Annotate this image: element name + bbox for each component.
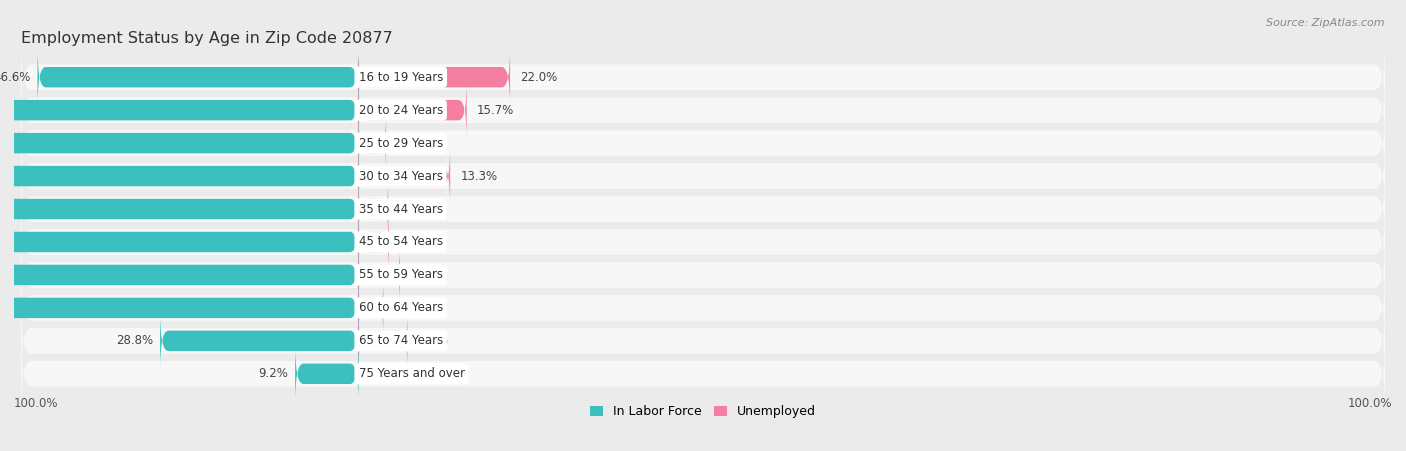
Text: 6.0%: 6.0% <box>411 268 440 281</box>
FancyBboxPatch shape <box>359 246 399 304</box>
FancyBboxPatch shape <box>359 312 408 370</box>
Legend: In Labor Force, Unemployed: In Labor Force, Unemployed <box>591 405 815 418</box>
FancyBboxPatch shape <box>38 48 359 106</box>
Text: 100.0%: 100.0% <box>1347 397 1392 410</box>
Text: 100.0%: 100.0% <box>14 397 59 410</box>
FancyBboxPatch shape <box>0 213 359 272</box>
Text: 45 to 54 Years: 45 to 54 Years <box>359 235 443 249</box>
FancyBboxPatch shape <box>21 337 1385 410</box>
Text: 16 to 19 Years: 16 to 19 Years <box>359 71 443 84</box>
FancyBboxPatch shape <box>160 312 359 370</box>
Text: 65 to 74 Years: 65 to 74 Years <box>359 334 443 347</box>
FancyBboxPatch shape <box>359 81 467 139</box>
Text: 4.0%: 4.0% <box>396 137 426 150</box>
Text: 28.8%: 28.8% <box>117 334 153 347</box>
Text: 55 to 59 Years: 55 to 59 Years <box>359 268 443 281</box>
Text: 4.3%: 4.3% <box>398 202 429 216</box>
FancyBboxPatch shape <box>0 147 359 205</box>
FancyBboxPatch shape <box>21 106 1385 179</box>
Text: 20 to 24 Years: 20 to 24 Years <box>359 104 443 117</box>
Text: Employment Status by Age in Zip Code 20877: Employment Status by Age in Zip Code 208… <box>21 31 392 46</box>
FancyBboxPatch shape <box>359 279 384 337</box>
Text: 35 to 44 Years: 35 to 44 Years <box>359 202 443 216</box>
FancyBboxPatch shape <box>0 179 359 238</box>
Text: 60 to 64 Years: 60 to 64 Years <box>359 301 443 314</box>
Text: 13.3%: 13.3% <box>461 170 498 183</box>
Text: 30 to 34 Years: 30 to 34 Years <box>359 170 443 183</box>
Text: 15.7%: 15.7% <box>477 104 515 117</box>
Text: 75 Years and over: 75 Years and over <box>359 367 464 380</box>
FancyBboxPatch shape <box>359 48 510 106</box>
Text: 4.4%: 4.4% <box>399 235 429 249</box>
Text: Source: ZipAtlas.com: Source: ZipAtlas.com <box>1267 18 1385 28</box>
FancyBboxPatch shape <box>359 179 388 238</box>
Text: 46.6%: 46.6% <box>0 71 31 84</box>
FancyBboxPatch shape <box>21 272 1385 345</box>
FancyBboxPatch shape <box>21 304 1385 377</box>
FancyBboxPatch shape <box>359 213 389 272</box>
FancyBboxPatch shape <box>0 114 359 172</box>
Text: 25 to 29 Years: 25 to 29 Years <box>359 137 443 150</box>
FancyBboxPatch shape <box>21 74 1385 147</box>
FancyBboxPatch shape <box>0 279 359 337</box>
Text: 0.0%: 0.0% <box>368 367 398 380</box>
FancyBboxPatch shape <box>21 238 1385 312</box>
FancyBboxPatch shape <box>21 172 1385 246</box>
FancyBboxPatch shape <box>359 114 387 172</box>
FancyBboxPatch shape <box>0 81 359 139</box>
Text: 22.0%: 22.0% <box>520 71 558 84</box>
FancyBboxPatch shape <box>295 345 359 403</box>
Text: 3.6%: 3.6% <box>394 301 423 314</box>
Text: 9.2%: 9.2% <box>259 367 288 380</box>
FancyBboxPatch shape <box>359 147 450 205</box>
Text: 7.1%: 7.1% <box>418 334 447 347</box>
FancyBboxPatch shape <box>0 246 359 304</box>
FancyBboxPatch shape <box>21 41 1385 114</box>
FancyBboxPatch shape <box>21 205 1385 279</box>
FancyBboxPatch shape <box>21 139 1385 212</box>
